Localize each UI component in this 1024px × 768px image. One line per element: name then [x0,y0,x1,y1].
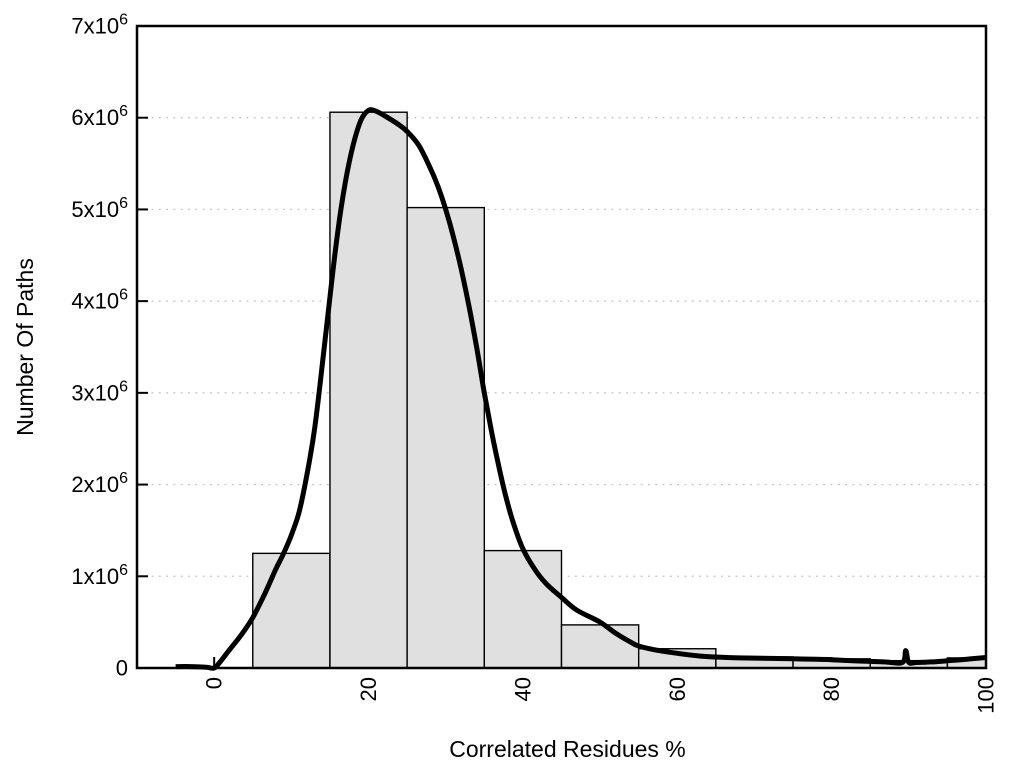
y-tick-label: 6x106 [71,103,128,130]
y-tick-label: 2x106 [71,470,128,497]
histogram-bar [560,624,640,669]
y-tick-label: 7x106 [71,12,128,39]
histogram-bar [406,206,486,669]
density-curve [175,107,987,671]
y-tick-label: 0 [116,656,128,681]
plot-border [135,24,988,670]
smooth-curve [175,107,987,671]
x-tick-label: 100 [974,677,999,714]
x-tick-label: 80 [819,677,844,701]
x-tick-label: 0 [202,677,227,689]
tick-labels: 0 1x106 2x106 3x106 4x106 5x106 6x106 7x106 0 20 4… [71,12,998,714]
y-tick-label: 1x106 [71,562,128,589]
histogram-bars [252,111,987,669]
x-tick-label: 20 [356,677,381,701]
y-tick-label: 3x106 [71,378,128,405]
grid-layer [137,117,986,577]
y-tick-label: 4x106 [71,287,128,314]
histogram-bar [483,549,563,669]
histogram-bar [252,552,331,669]
y-tick-label: 5x106 [71,195,128,222]
x-tick-label: 60 [665,677,690,701]
x-axis-title: Correlated Residues % [449,736,686,762]
x-tick-label: 40 [510,677,535,701]
y-axis-title: Number Of Paths [12,258,38,436]
